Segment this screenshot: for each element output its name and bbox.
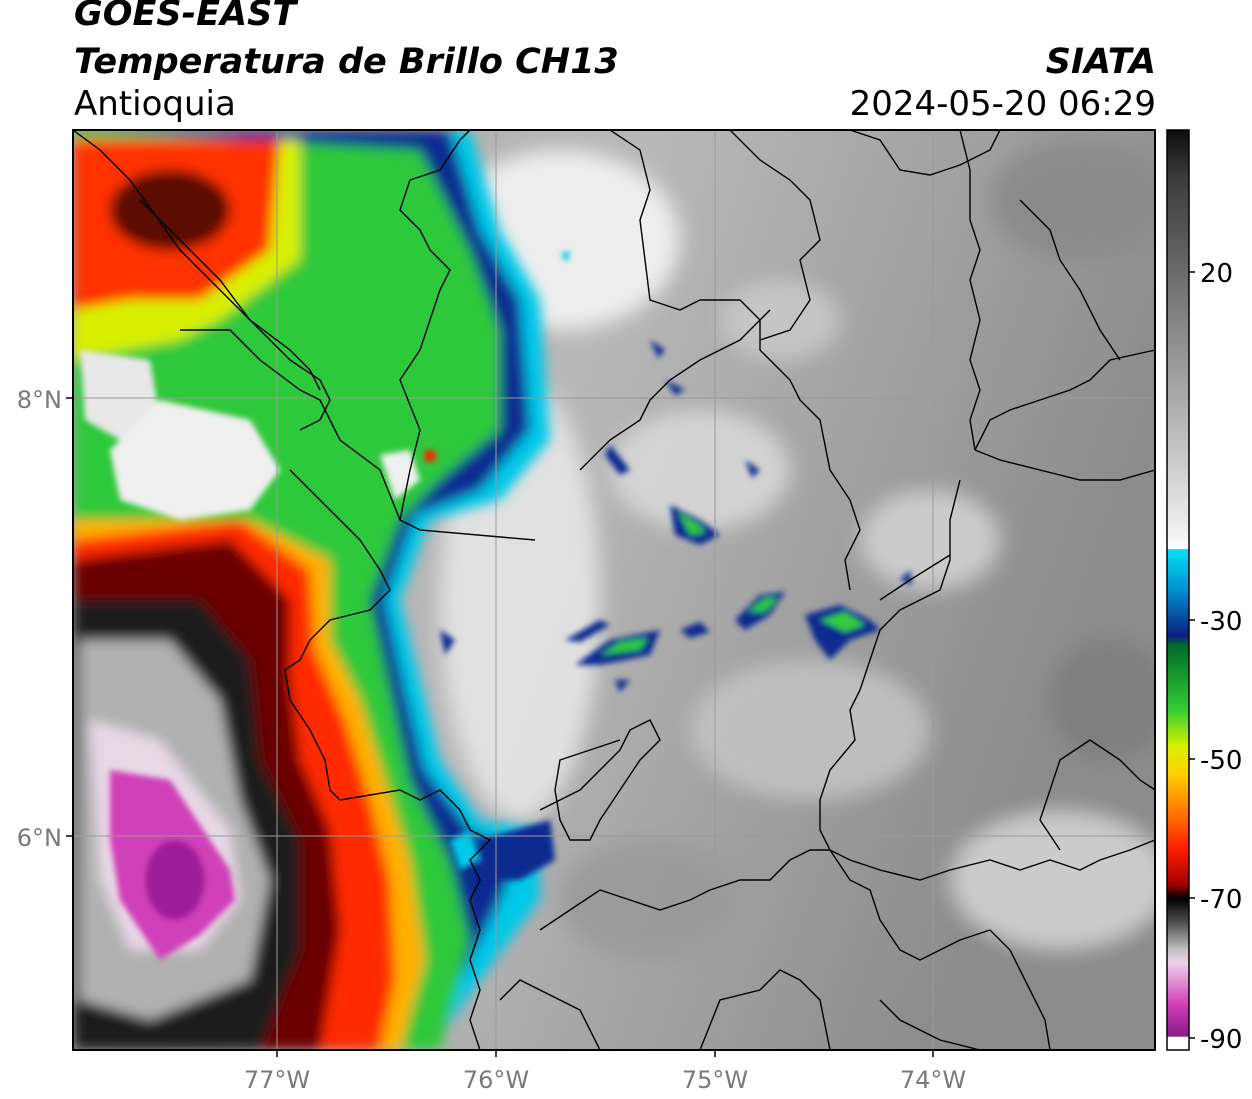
lon-label-76w: 76°W <box>463 1066 529 1094</box>
satellite-title: GOES-EAST <box>74 0 297 34</box>
lat-label-6n: 6°N <box>17 824 62 852</box>
lon-label-75w: 75°W <box>682 1066 748 1094</box>
map-frame <box>72 129 1156 1051</box>
colorbar-tick-minus30: -30 <box>1200 607 1242 637</box>
graticule <box>73 130 1155 1050</box>
region-label: Antioquia <box>74 84 236 124</box>
datetime-label: 2024-05-20 06:29 <box>849 84 1156 124</box>
lat-label-8n: 8°N <box>17 386 62 414</box>
organization-label: SIATA <box>1045 42 1156 82</box>
colorbar-gradient <box>1167 130 1189 1050</box>
colorbar-tick-minus90: -90 <box>1200 1025 1242 1055</box>
colorbar: 20 -30 -50 -70 -90 <box>1166 129 1242 1055</box>
product-title: Temperatura de Brillo CH13 <box>74 42 619 82</box>
colorbar-tick-minus50: -50 <box>1200 746 1242 776</box>
lon-label-77w: 77°W <box>244 1066 310 1094</box>
colorbar-tick-20: 20 <box>1200 259 1233 289</box>
lon-label-74w: 74°W <box>900 1066 966 1094</box>
satellite-imagery <box>73 130 1155 1050</box>
boundary-lines <box>73 130 1155 1050</box>
colorbar-tick-minus70: -70 <box>1200 885 1242 915</box>
